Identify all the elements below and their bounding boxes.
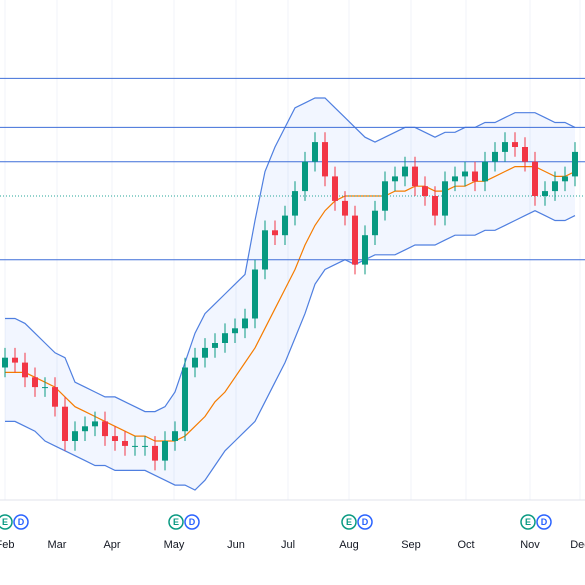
x-tick-label: Apr: [103, 539, 120, 551]
candle-body: [272, 230, 278, 236]
candle-body: [92, 421, 98, 427]
lower-band: [5, 210, 576, 491]
band-fill: [5, 98, 575, 490]
upper-band: [5, 97, 576, 413]
event-icon[interactable]: [341, 514, 357, 530]
candle-body: [492, 151, 498, 162]
candle-body: [452, 176, 458, 182]
event-label: D: [189, 517, 196, 527]
candle-body: [512, 142, 518, 147]
event-icon[interactable]: [536, 514, 552, 530]
candle-body: [412, 166, 418, 187]
x-tick-label: Feb: [0, 539, 14, 551]
plot-area: [0, 0, 585, 500]
candle-body: [112, 436, 118, 441]
candle-body: [442, 181, 448, 216]
candle-body: [242, 318, 248, 329]
x-tick-label: Jul: [281, 539, 295, 551]
candle-body: [2, 357, 8, 368]
candle-body: [382, 181, 388, 211]
candle-body: [122, 441, 128, 446]
x-tick-label: Dec: [570, 539, 585, 551]
x-tick-label: May: [164, 539, 185, 551]
x-tick-label: Oct: [457, 539, 474, 551]
event-icon[interactable]: [13, 514, 29, 530]
event-icon[interactable]: [168, 514, 184, 530]
candle-body: [322, 142, 328, 177]
candle-body: [32, 377, 38, 388]
x-tick-label: Aug: [339, 539, 359, 551]
candle-body: [202, 347, 208, 358]
event-icon[interactable]: [520, 514, 536, 530]
candle-body: [462, 171, 468, 177]
candle-body: [132, 445, 138, 447]
candle-body: [252, 269, 258, 319]
candle-body: [102, 421, 108, 437]
candle-body: [162, 441, 168, 461]
candle-body: [392, 176, 398, 182]
candle-body: [362, 235, 368, 265]
candle-body: [262, 230, 268, 270]
candle-body: [372, 210, 378, 236]
event-icon[interactable]: [184, 514, 200, 530]
event-label: D: [362, 517, 369, 527]
candle-body: [292, 191, 298, 216]
x-tick-label: Jun: [227, 539, 245, 551]
candle-body: [182, 367, 188, 432]
candle-body: [332, 176, 338, 201]
candle-body: [22, 362, 28, 378]
candle-body: [152, 445, 158, 461]
x-axis: FebMarAprMayJunJulAugSepOctNovDecEDEDEDE…: [0, 514, 585, 551]
candle-body: [572, 151, 578, 177]
moving-average: [5, 166, 576, 442]
event-label: E: [2, 517, 8, 527]
candle-body: [542, 191, 548, 196]
x-tick-label: Sep: [401, 539, 421, 551]
candle-body: [472, 171, 478, 182]
candle-body: [142, 445, 148, 447]
candle-body: [482, 161, 488, 182]
candle-body: [522, 147, 528, 162]
event-label: E: [346, 517, 352, 527]
candle-body: [352, 215, 358, 265]
candle-body: [12, 357, 18, 363]
candle-body: [62, 406, 68, 441]
candle-body: [312, 142, 318, 162]
candle-body: [82, 426, 88, 432]
candle-body: [192, 357, 198, 368]
event-icon[interactable]: [0, 514, 13, 530]
event-icon[interactable]: [357, 514, 373, 530]
event-label: E: [525, 517, 531, 527]
candle-body: [282, 215, 288, 236]
candle-body: [222, 333, 228, 343]
candle-body: [42, 387, 48, 389]
x-tick-label: Nov: [520, 539, 540, 551]
candle-body: [532, 161, 538, 196]
candle-body: [302, 161, 308, 192]
candle-body: [502, 142, 508, 152]
candle-body: [402, 166, 408, 177]
candle-body: [422, 186, 428, 196]
candle-body: [72, 431, 78, 441]
event-label: D: [541, 517, 548, 527]
candle-body: [232, 328, 238, 334]
candle-body: [562, 176, 568, 182]
candle-body: [52, 387, 58, 407]
event-label: D: [18, 517, 25, 527]
candle-body: [212, 343, 218, 348]
x-tick-label: Mar: [48, 539, 67, 551]
candle-body: [172, 431, 178, 441]
candle-body: [552, 181, 558, 192]
candle-body: [432, 196, 438, 216]
candle-body: [342, 200, 348, 216]
event-label: E: [173, 517, 179, 527]
